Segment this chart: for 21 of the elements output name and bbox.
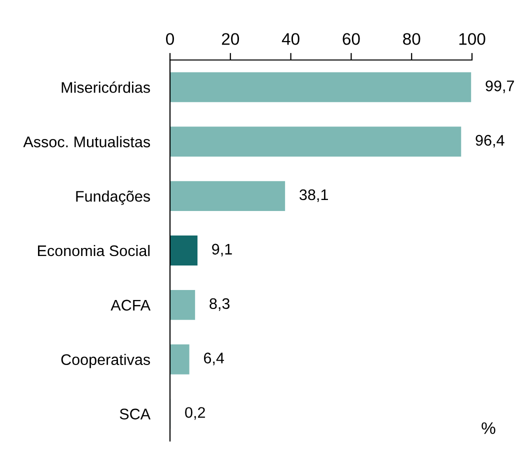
data-label: 0,2 — [185, 407, 205, 420]
data-label: 9,1 — [212, 244, 232, 256]
x-tick-label: 80 — [403, 33, 420, 45]
y-tick-label: ACFA — [110, 300, 151, 311]
data-label: 99,7 — [486, 80, 514, 94]
text: % — [482, 422, 496, 434]
x-tick-label: 0 — [166, 33, 174, 45]
x-tick-label: 40 — [282, 33, 300, 45]
y-tick-label: Fundações — [76, 190, 150, 205]
y-tick-label: Assoc. Mutualistas — [23, 136, 150, 148]
y-tick-label: Cooperativas — [61, 354, 150, 368]
y-tick-label: Economia Social — [38, 244, 150, 256]
x-tick-label: 20 — [222, 33, 240, 45]
y-tick-label: Misericórdias — [62, 82, 150, 93]
data-label: 38,1 — [300, 189, 328, 202]
y-tick-label: SCA — [120, 408, 151, 420]
data-label: 8,3 — [210, 298, 230, 311]
data-label: 96,4 — [476, 134, 504, 148]
x-tick-label: 60 — [342, 33, 360, 45]
x-tick-label: 100 — [459, 33, 486, 45]
data-label: 6,4 — [204, 352, 224, 366]
